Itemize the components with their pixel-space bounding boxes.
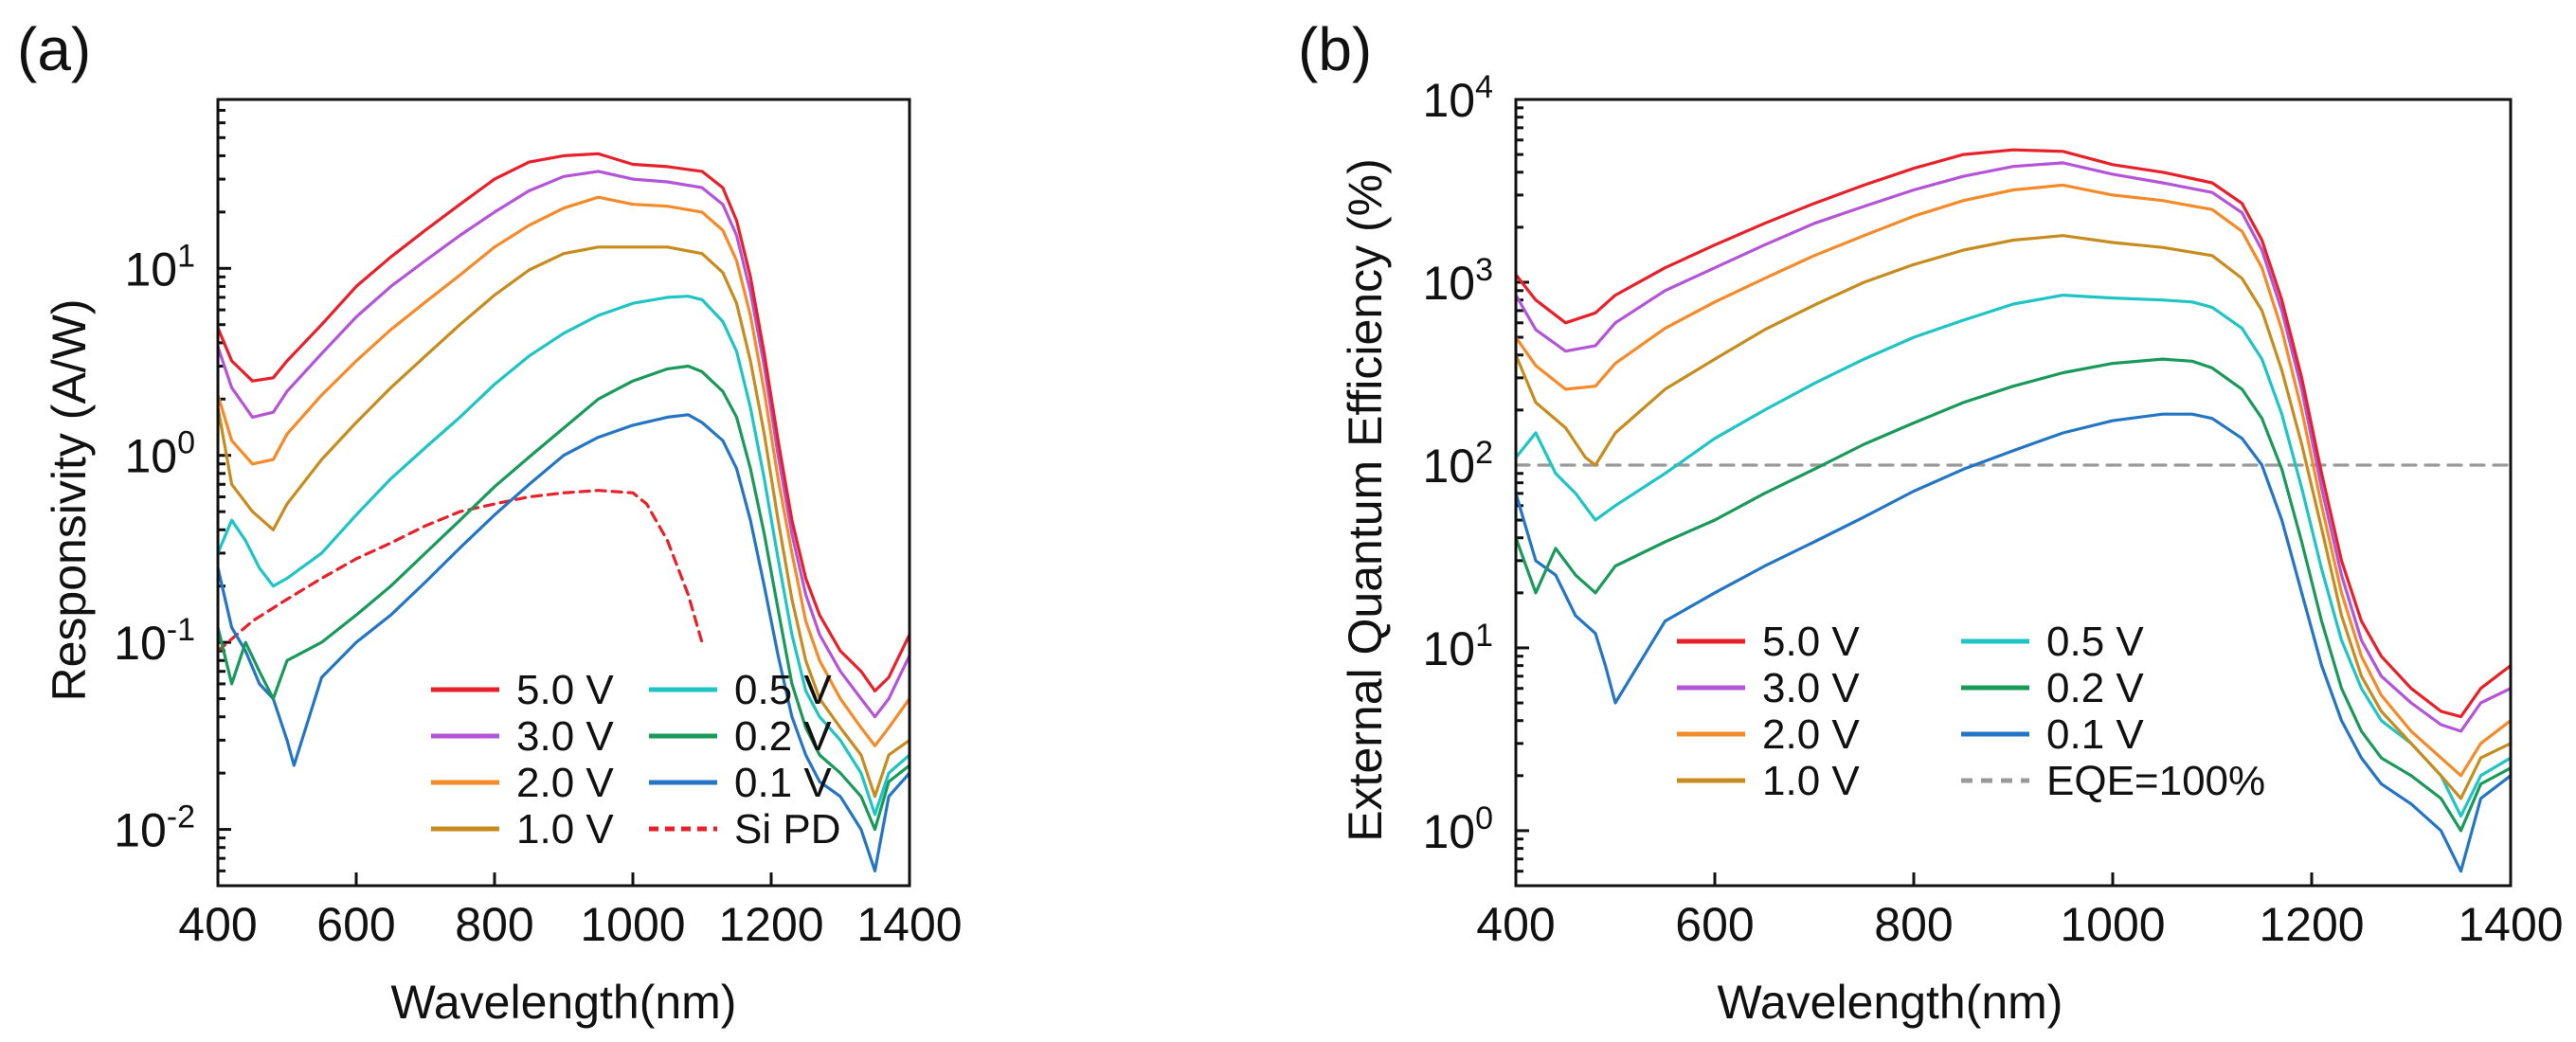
panel-a-legend: 5.0 V3.0 V2.0 V1.0 V 0.5 V0.2 V0.1 VSi PD [431, 667, 840, 853]
panel-b-series-line [1516, 357, 2511, 833]
panel-a-frame [216, 98, 911, 888]
panel-b-y-tick-label: 103 [1422, 252, 1493, 310]
panel-a-y-tick-label: 101 [124, 238, 195, 296]
panel-b-legend-label: 0.2 V [2046, 665, 2144, 711]
panel-a-legend-label: 0.5 V [734, 667, 832, 713]
panel-b-letter: (b) [1298, 15, 1372, 83]
panel-a-x-tick-label: 1400 [856, 898, 962, 951]
panel-a-series-line [218, 364, 910, 832]
panel-b-series-line [1516, 234, 2511, 800]
panel-b-x-tick-label: 1200 [2259, 898, 2364, 951]
panel-b-series-line [1516, 412, 2511, 873]
panel-b-legend-label: 0.1 V [2046, 711, 2144, 758]
panel-a-legend-label: Si PD [734, 806, 840, 853]
panel-b-legend-label: EQE=100% [2046, 758, 2265, 804]
panel-b-series-line [1516, 294, 2511, 818]
panel-b-legend-label: 0.5 V [2046, 619, 2144, 665]
panel-a-y-axis-title: Responsivity (A/W) [43, 298, 96, 701]
panel-a-x-tick-label: 400 [178, 898, 257, 951]
panel-b-x-tick-label: 800 [1874, 898, 1953, 951]
panel-a-legend-label: 5.0 V [516, 667, 614, 713]
panel-b-y-tick-label: 102 [1422, 435, 1493, 493]
panel-a-series-line [218, 295, 910, 817]
panel-b-frame [1514, 98, 2513, 888]
panel-a-x-tick-label: 1000 [580, 898, 685, 951]
panel-a-x-tick-label: 1200 [718, 898, 823, 951]
panel-b-legend-label: 3.0 V [1762, 665, 1860, 711]
panel-b-legend-label: 5.0 V [1762, 619, 1860, 665]
panel-b-y-axis-title: External Quantum Efficiency (%) [1339, 158, 1392, 842]
panel-a-letter: (a) [17, 15, 91, 83]
panel-b: (b) External Quantum Efficiency (%) Wave… [1298, 15, 2564, 1029]
panel-a-x-axis-title: Wavelength(nm) [391, 976, 737, 1029]
panel-b-y-tick-label: 104 [1422, 69, 1493, 127]
panel-a-legend-label: 1.0 V [516, 806, 614, 853]
panel-a-series-group [218, 152, 910, 873]
panel-b-x-tick-label: 1400 [2458, 898, 2563, 951]
panel-b-y-tick-label: 100 [1422, 800, 1493, 858]
panel-a-legend-label: 2.0 V [516, 760, 614, 806]
panel-a-x-tick-label: 800 [455, 898, 533, 951]
panel-b-series-line [1516, 148, 2511, 719]
panel-a-series-line [218, 170, 910, 719]
panel-a-y-tick-label: 100 [124, 425, 195, 483]
panel-b-legend-label: 2.0 V [1762, 711, 1860, 758]
panel-a-y-tick-label: 10-1 [114, 612, 195, 670]
panel-a-legend-label: 3.0 V [516, 713, 614, 760]
panel-a-series-line [218, 152, 910, 693]
panel-a-plot-area: 400 600 800 1000 1200 1400 10-2 10-1 100 101 [114, 108, 963, 951]
panel-b-legend: 5.0 V3.0 V2.0 V1.0 V 0.5 V0.2 V0.1 VEQE=1… [1677, 619, 2265, 804]
panel-b-plot-area: 400 600 800 1000 1200 1400 100 101 102 103 104 [1422, 69, 2563, 951]
panel-a-series-line [218, 413, 910, 873]
panel-b-x-tick-label: 400 [1476, 898, 1555, 951]
panel-a-legend-label: 0.1 V [734, 760, 832, 806]
panel-a: (a) Responsivity (A/W) Wavelength(nm) 40… [17, 15, 963, 1029]
panel-b-y-tick-label: 101 [1422, 618, 1493, 675]
panel-a-series-line [218, 245, 910, 799]
panel-a-y-tick-label: 10-2 [114, 799, 195, 857]
panel-b-x-tick-label: 600 [1675, 898, 1754, 951]
panel-b-x-tick-label: 1000 [2060, 898, 2165, 951]
panel-b-series-line [1516, 183, 2511, 778]
panel-b-series-group [1516, 148, 2511, 873]
panel-a-series-line [218, 195, 910, 747]
panel-a-x-tick-label: 600 [316, 898, 395, 951]
panel-a-series-line [218, 489, 704, 653]
panel-a-legend-label: 0.2 V [734, 713, 832, 760]
panel-b-legend-label: 1.0 V [1762, 758, 1860, 804]
panel-b-x-axis-title: Wavelength(nm) [1718, 976, 2063, 1029]
panel-b-series-line [1516, 161, 2511, 733]
